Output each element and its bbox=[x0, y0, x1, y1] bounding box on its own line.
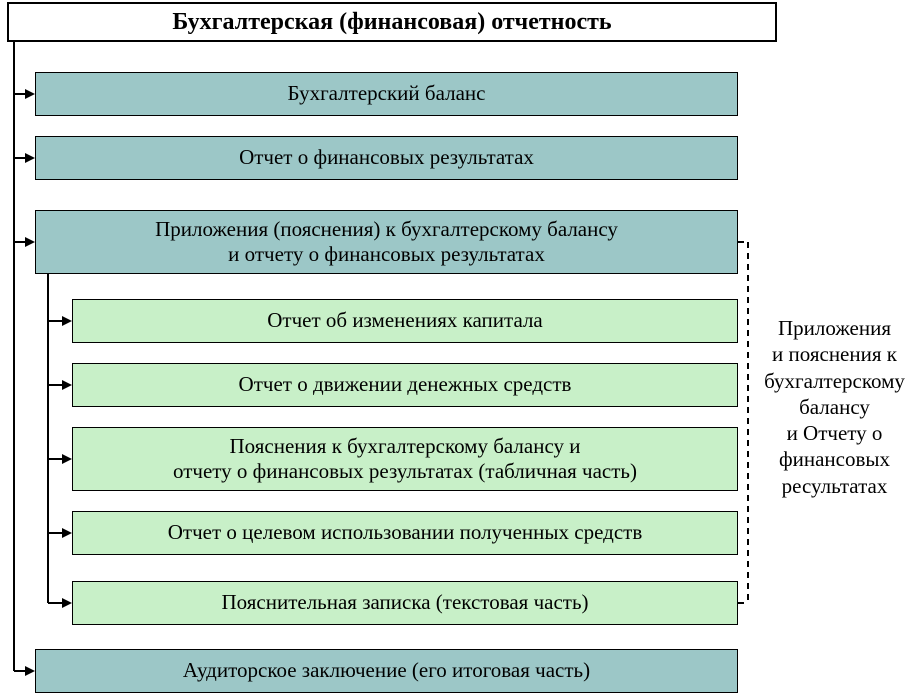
box-appendices: Приложения (пояснения) к бухгалтерскому … bbox=[35, 210, 738, 274]
box-finresults-text: Отчет о финансовых результатах bbox=[239, 145, 534, 170]
box-balance-text: Бухгалтерский баланс bbox=[288, 81, 486, 106]
box-notes-text-text: Пояснительная записка (текстовая часть) bbox=[221, 590, 588, 615]
box-cashflow: Отчет о движении денежных средств bbox=[72, 363, 738, 407]
box-targeted: Отчет о целевом использовании полученных… bbox=[72, 511, 738, 555]
side-label-text: Приложенияи пояснения кбухгалтерскомубал… bbox=[764, 316, 905, 498]
box-equity-text: Отчет об изменениях капитала bbox=[267, 308, 543, 333]
box-audit-text: Аудиторское заключение (его итоговая час… bbox=[183, 658, 590, 683]
box-cashflow-text: Отчет о движении денежных средств bbox=[239, 372, 572, 397]
box-notes-text: Пояснительная записка (текстовая часть) bbox=[72, 581, 738, 625]
box-targeted-text: Отчет о целевом использовании полученных… bbox=[168, 520, 642, 545]
box-notes-tab-text: Пояснения к бухгалтерскому балансу иотче… bbox=[173, 434, 637, 484]
box-finresults: Отчет о финансовых результатах bbox=[35, 136, 738, 180]
box-appendices-text: Приложения (пояснения) к бухгалтерскому … bbox=[155, 217, 618, 267]
side-label: Приложенияи пояснения кбухгалтерскомубал… bbox=[752, 315, 917, 499]
title-box: Бухгалтерская (финансовая) отчетность bbox=[7, 2, 777, 42]
box-notes-tab: Пояснения к бухгалтерскому балансу иотче… bbox=[72, 427, 738, 491]
box-equity: Отчет об изменениях капитала bbox=[72, 299, 738, 343]
title-text: Бухгалтерская (финансовая) отчетность bbox=[172, 8, 611, 37]
box-audit: Аудиторское заключение (его итоговая час… bbox=[35, 649, 738, 693]
box-balance: Бухгалтерский баланс bbox=[35, 72, 738, 116]
